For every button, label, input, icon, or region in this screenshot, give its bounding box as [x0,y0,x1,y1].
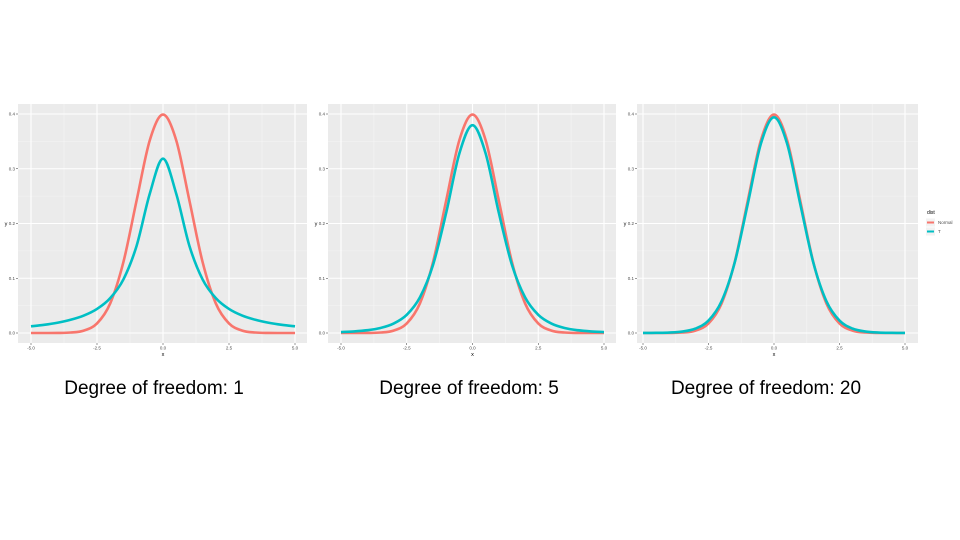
x-tick-label: 0.0 [160,346,167,351]
y-tick-label: 0.1 [319,276,326,281]
y-tick-label: 0.3 [9,166,16,171]
y-axis-label: y [624,221,627,227]
y-tick-label: 0.4 [9,112,16,117]
x-tick-label: 0.0 [469,346,476,351]
x-tick-label: 2.5 [535,346,542,351]
series-line-normal [30,113,296,335]
series-line-t [642,115,906,335]
y-tick-label: 0.2 [9,221,16,226]
x-tick-label: 2.5 [836,346,843,351]
y-tick-label: 0.1 [628,276,635,281]
y-tick-label: 0.0 [628,331,635,336]
series-line-t [30,157,296,328]
x-tick-label: 5.0 [902,346,909,351]
y-tick-label: 0.1 [9,276,16,281]
caption-df1: Degree of freedom: 1 [64,378,244,399]
x-tick-label: 0.0 [771,346,778,351]
y-tick-label: 0.3 [628,166,635,171]
x-tick-label: -5.0 [639,346,647,351]
legend-title: dist [927,210,935,216]
series-line-t [340,123,605,334]
x-tick-label: -5.0 [27,346,35,351]
caption-df5: Degree of freedom: 5 [379,378,559,399]
legend-label: Normal [938,220,953,225]
x-axis-label: x [162,352,165,358]
x-axis-label: x [471,352,474,358]
x-axis-label: x [773,352,776,358]
x-tick-label: -5.0 [337,346,345,351]
y-tick-label: 0.4 [628,112,635,117]
x-tick-label: 2.5 [226,346,233,351]
y-axis-label: y [5,221,8,227]
x-tick-label: 5.0 [601,346,608,351]
x-tick-label: -2.5 [403,346,411,351]
y-tick-label: 0.0 [319,331,326,336]
x-tick-label: -2.5 [705,346,713,351]
series-line-normal [340,113,605,335]
y-tick-label: 0.2 [628,221,635,226]
y-tick-label: 0.3 [319,166,326,171]
x-tick-label: -2.5 [93,346,101,351]
y-tick-label: 0.0 [9,331,16,336]
y-axis-label: y [315,221,318,227]
caption-df20: Degree of freedom: 20 [670,378,862,399]
panel-3: -5.0 -2.5 0.0 2.5 5.0 0.0 0.1 0.2 0.3 0.4 x y [624,104,918,358]
x-tick-label: 5.0 [292,346,299,351]
panel-2: -5.0 -2.5 0.0 2.5 5.0 0.0 0.1 0.2 0.3 0.4 x y [315,104,616,358]
y-tick-label: 0.4 [319,112,326,117]
legend-label: T [938,229,941,234]
panel-1: -5.0 -2.5 0.0 2.5 5.0 0.0 0.1 0.2 0.3 0.4 x y [5,104,307,358]
y-tick-label: 0.2 [319,221,326,226]
